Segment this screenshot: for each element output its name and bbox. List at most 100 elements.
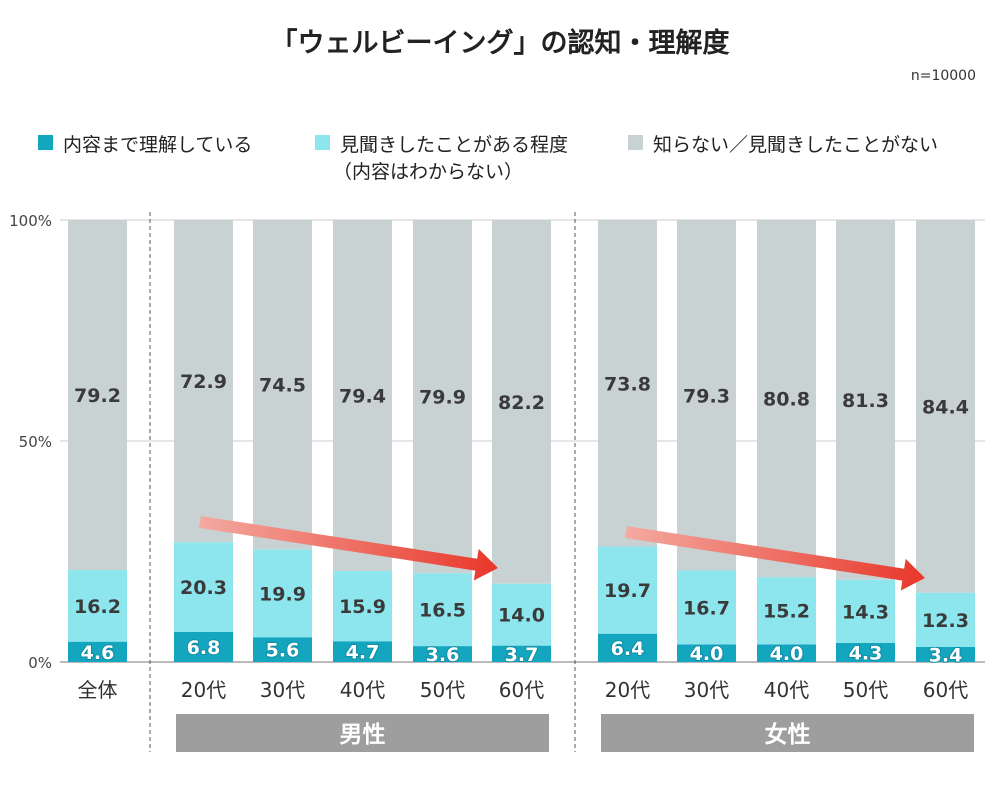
x-tick-label: 20代 bbox=[605, 678, 650, 702]
data-label: 14.0 bbox=[498, 605, 545, 627]
bar-segment bbox=[757, 644, 816, 662]
x-tick-label: 40代 bbox=[764, 678, 809, 702]
trend-arrows bbox=[199, 516, 926, 591]
data-label: 80.8 bbox=[763, 389, 810, 411]
bar-segment bbox=[836, 642, 895, 662]
bar-segment bbox=[253, 637, 312, 662]
data-label: 6.8 bbox=[187, 637, 221, 659]
data-label: 3.4 bbox=[929, 644, 963, 666]
bar-segment bbox=[333, 641, 392, 662]
data-label: 3.6 bbox=[426, 644, 460, 666]
trend-arrow bbox=[199, 516, 498, 581]
bar-segment bbox=[677, 644, 736, 662]
data-label: 4.0 bbox=[770, 643, 804, 665]
data-label: 74.5 bbox=[259, 375, 306, 397]
bar-segment bbox=[174, 631, 233, 662]
x-tick-label: 60代 bbox=[923, 678, 968, 702]
x-tick-label: 60代 bbox=[499, 678, 544, 702]
legend-label-line2: （内容はわからない） bbox=[333, 161, 523, 183]
bar-segment bbox=[174, 220, 233, 543]
bars: 4.6 16.2 79.2 6.8 20.3 72.9 5.6 19.9 74.5 4.7 15.9… bbox=[68, 220, 975, 667]
data-label: 12.3 bbox=[922, 610, 969, 632]
bar-segment bbox=[253, 549, 312, 638]
data-label: 79.9 bbox=[419, 387, 466, 409]
x-tick-label: 20代 bbox=[181, 678, 226, 702]
data-label: 16.7 bbox=[683, 597, 730, 619]
data-label: 84.4 bbox=[922, 396, 969, 418]
bar-segment bbox=[598, 633, 657, 662]
legend-label: 内容まで理解している bbox=[63, 134, 252, 156]
bar-segment bbox=[492, 583, 551, 646]
bar-segment bbox=[836, 579, 895, 643]
x-tick-label: 50代 bbox=[843, 678, 888, 702]
group-label-box bbox=[176, 714, 549, 752]
bar-segment bbox=[598, 546, 657, 634]
group-label: 女性 bbox=[765, 721, 811, 748]
bar-segment bbox=[598, 220, 657, 547]
bar-segment bbox=[413, 220, 472, 574]
data-label: 5.6 bbox=[266, 640, 300, 662]
data-label: 82.2 bbox=[498, 392, 545, 414]
bar-segment bbox=[757, 577, 816, 645]
x-tick-label: 全体 bbox=[78, 678, 118, 702]
y-tick-label: 0% bbox=[28, 654, 52, 672]
legend-swatch bbox=[38, 135, 53, 150]
y-tick-label: 50% bbox=[19, 433, 52, 451]
bar-segment bbox=[413, 646, 472, 662]
data-label: 72.9 bbox=[180, 371, 227, 393]
bar-segment bbox=[677, 570, 736, 645]
y-tick-label: 100% bbox=[9, 212, 52, 230]
arrow-shape bbox=[199, 516, 498, 581]
bar-segment bbox=[916, 646, 975, 662]
x-tick-label: 40代 bbox=[340, 678, 385, 702]
bar-segment bbox=[174, 542, 233, 632]
x-tick-label: 30代 bbox=[684, 678, 729, 702]
trend-arrow bbox=[625, 526, 926, 591]
x-tick-label: 30代 bbox=[260, 678, 305, 702]
data-label: 4.6 bbox=[81, 642, 115, 664]
legend-swatch bbox=[628, 135, 643, 150]
data-label: 73.8 bbox=[604, 373, 651, 395]
bar-segment bbox=[68, 570, 127, 642]
arrow-shape bbox=[625, 526, 926, 591]
data-label: 19.9 bbox=[259, 583, 306, 605]
data-label: 4.3 bbox=[849, 642, 883, 664]
data-label: 16.2 bbox=[74, 596, 121, 618]
bar-segment bbox=[253, 220, 312, 550]
data-label: 79.3 bbox=[683, 385, 730, 407]
bar-segment bbox=[333, 570, 392, 642]
bar-segment bbox=[916, 220, 975, 593]
data-label: 3.7 bbox=[505, 644, 539, 666]
chart-title: 「ウェルビーイング」の認知・理解度 bbox=[271, 27, 730, 59]
data-label: 15.9 bbox=[339, 596, 386, 618]
bar-segment bbox=[492, 220, 551, 584]
legend-label: 見聞きしたことがある程度 bbox=[340, 134, 568, 156]
data-label: 6.4 bbox=[611, 638, 645, 660]
legend-label: 知らない／見聞きしたことがない bbox=[653, 134, 938, 156]
bar-segment bbox=[836, 220, 895, 580]
data-label: 4.7 bbox=[346, 642, 380, 664]
x-tick-label: 50代 bbox=[420, 678, 465, 702]
bar-segment bbox=[333, 220, 392, 571]
bar-segment bbox=[68, 220, 127, 571]
data-label: 16.5 bbox=[419, 600, 466, 622]
bar-segment bbox=[413, 573, 472, 647]
bar-segment bbox=[916, 592, 975, 647]
legend: 内容まで理解している 見聞きしたことがある程度 （内容はわからない） 知らない／見聞き… bbox=[38, 134, 938, 183]
data-label: 20.3 bbox=[180, 577, 227, 599]
sample-size-note: n=10000 bbox=[911, 68, 976, 84]
data-label: 79.4 bbox=[339, 385, 386, 407]
bar-segment bbox=[492, 645, 551, 662]
data-label: 81.3 bbox=[842, 390, 889, 412]
data-label: 15.2 bbox=[763, 601, 810, 623]
group-label: 男性 bbox=[340, 722, 386, 748]
bar-segment bbox=[677, 220, 736, 571]
bar-segment bbox=[757, 220, 816, 578]
data-label: 4.0 bbox=[690, 643, 724, 665]
data-label: 79.2 bbox=[74, 385, 121, 407]
data-label: 14.3 bbox=[842, 601, 889, 623]
group-label-box bbox=[601, 714, 974, 752]
